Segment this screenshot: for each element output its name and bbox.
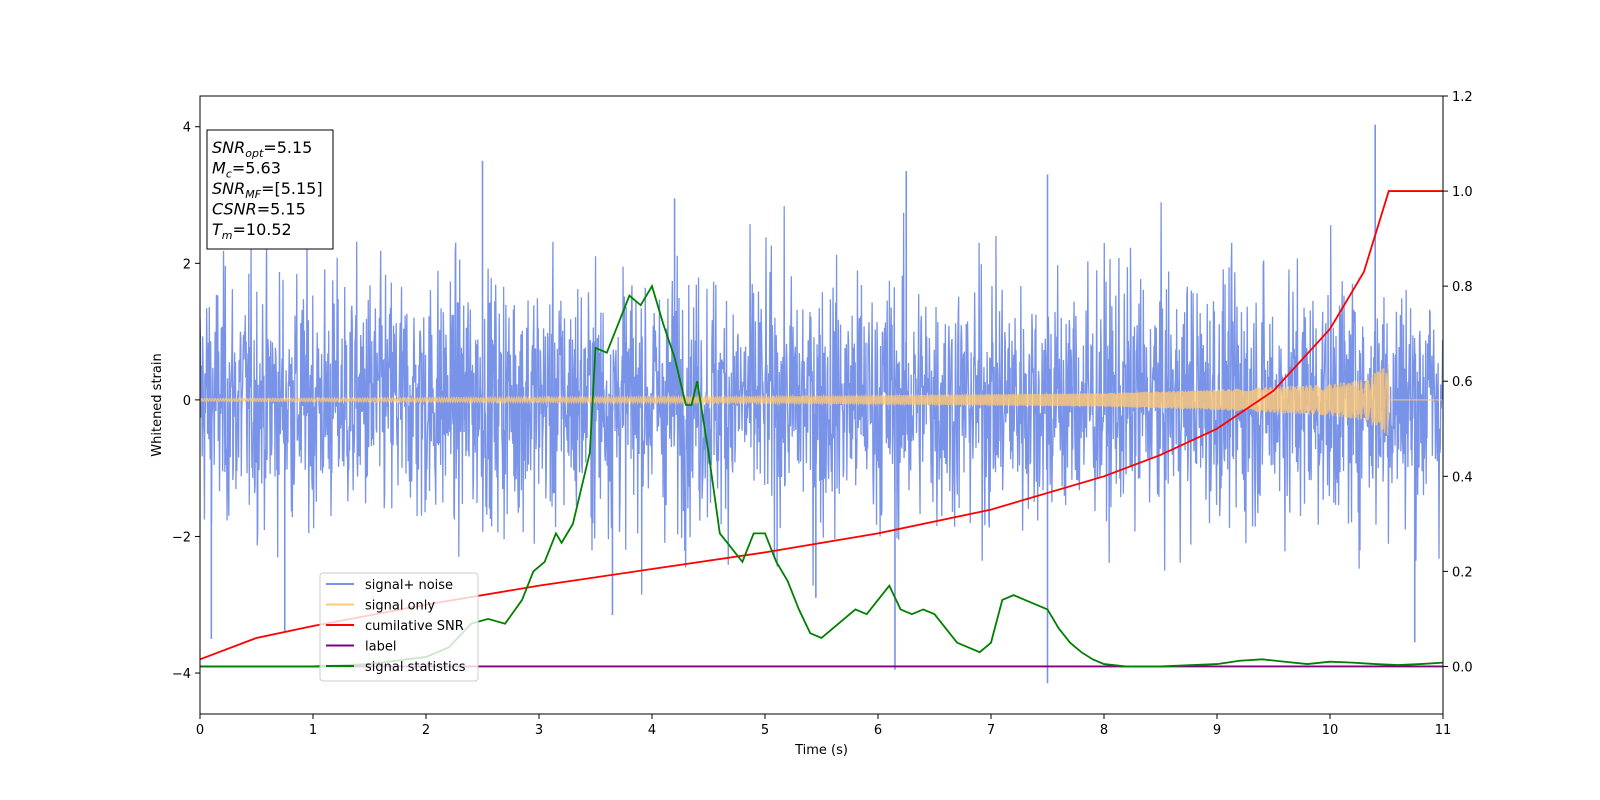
x-tick-label: 10 xyxy=(1322,723,1339,738)
annotation-box: SNRopt=5.15Mc=5.63SNRMF=[5.15]CSNR=5.15T… xyxy=(206,129,334,250)
legend-entry: cumilative SNR xyxy=(365,619,464,634)
legend-entry: signal+ noise xyxy=(365,578,453,593)
y-axis-label: Whitened strain xyxy=(150,353,165,456)
y2-tick-label: 0.4 xyxy=(1452,470,1473,485)
series-signal-statistics xyxy=(200,283,1443,668)
y2-tick-label: 1.0 xyxy=(1452,185,1473,200)
x-tick-label: 11 xyxy=(1435,723,1452,738)
x-tick-label: 7 xyxy=(987,723,995,738)
y2-tick-label: 0.0 xyxy=(1452,660,1473,675)
annotation-line: CSNR=5.15 xyxy=(212,200,306,219)
annotation-line: Mc=5.63 xyxy=(212,159,281,181)
axes-layer: 0 1 2 3 4 5 6 7 8 9 10 11 4 2 0 −2 −4 1.2 1.0 0.8 0.6 0.4 0.2 0… xyxy=(172,90,1473,738)
y-tick-label: 0 xyxy=(183,394,191,409)
series-signal-only xyxy=(200,363,1443,436)
y-tick-label: 4 xyxy=(183,121,191,136)
series-signal-noise xyxy=(200,202,1443,595)
x-tick-label: 1 xyxy=(309,723,317,738)
y-tick-label: −4 xyxy=(172,667,191,682)
x-tick-label: 2 xyxy=(422,723,430,738)
x-tick-label: 4 xyxy=(648,723,656,738)
y2-tick-label: 1.2 xyxy=(1452,90,1473,105)
x-tick-label: 3 xyxy=(535,723,543,738)
y-tick-label: 2 xyxy=(183,257,191,272)
x-tick-label: 8 xyxy=(1100,723,1108,738)
legend-frame xyxy=(319,572,479,682)
y-tick-label: −2 xyxy=(172,530,191,545)
legend: signal+ noise signal only cumilative SNR la… xyxy=(319,572,479,682)
annotation-line: Tm=10.52 xyxy=(212,220,292,242)
plot-frame xyxy=(199,95,1444,715)
x-tick-label: 6 xyxy=(874,723,882,738)
x-tick-label: 0 xyxy=(196,723,204,738)
annotation-line: SNRopt=5.15 xyxy=(212,138,312,160)
annotation-line: SNRMF=[5.15] xyxy=(212,179,323,201)
x-axis-label: Time (s) xyxy=(794,743,848,758)
annotation-frame xyxy=(206,129,334,250)
legend-entry: signal only xyxy=(365,599,435,614)
x-tick-label: 5 xyxy=(761,723,769,738)
x-tick-label: 9 xyxy=(1213,723,1221,738)
y2-tick-label: 0.6 xyxy=(1452,375,1473,390)
legend-entry: label xyxy=(365,640,396,655)
y2-tick-label: 0.2 xyxy=(1452,565,1473,580)
y2-tick-label: 0.8 xyxy=(1452,280,1473,295)
legend-entry: signal statistics xyxy=(365,660,466,675)
